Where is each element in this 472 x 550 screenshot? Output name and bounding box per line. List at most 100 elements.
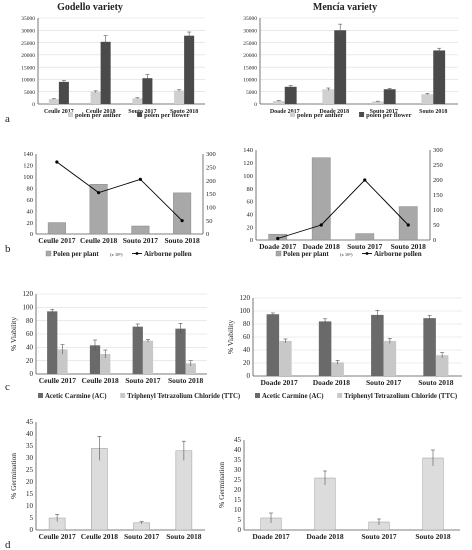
b-right-left-ytick-label: 100 [243, 173, 253, 180]
b-right-left-ytick-label: 40 [247, 211, 254, 218]
a-left-ytick-label: 20000 [21, 53, 35, 59]
b-left-left-ytick-label: 100 [23, 174, 33, 181]
c-right-bar-triphenyl [435, 355, 449, 376]
d-left-ytick-label: 40 [26, 430, 34, 438]
d-left-category-label: Ceulle 2017 [38, 532, 76, 541]
c-right-ytick-label: 0 [247, 372, 251, 380]
b-left-legend-label: Airborne pollen [144, 250, 192, 258]
a-right-bar-polen [322, 89, 335, 104]
a-right-ytick-label: 5000 [246, 90, 257, 96]
b-right-airborne-pollen-line [277, 179, 409, 239]
a-left-bar-polen [48, 99, 59, 104]
c-right-bar-triphenyl [383, 340, 397, 376]
a-right-bar-polen [371, 101, 384, 104]
a-right-ytick-label: 35000 [243, 16, 257, 22]
chart-pollen-production-godello: 0 5000 10000 15000 20000 25000 30000 35000 Ceull… [21, 16, 205, 119]
c-left-bar-acetic [175, 328, 186, 374]
c-right-category-label: Souto 2017 [366, 378, 401, 387]
c-right-ytick-label: 120 [240, 294, 251, 302]
b-left-airborne-pollen-point [55, 160, 59, 164]
b-left-bar-pollen-per-plant [131, 225, 150, 235]
b-right-left-ytick-label: 80 [247, 186, 254, 193]
b-right-left-ytick-label: 60 [247, 199, 254, 206]
c-right-bar-triphenyl [331, 362, 344, 376]
panel-label-b: b [5, 243, 11, 255]
d-left-ytick-label: 5 [30, 514, 34, 522]
d-left-ytick-label: 20 [26, 478, 34, 486]
c-left-bar-triphenyl [57, 349, 68, 374]
b-left-legend-swatch [45, 250, 52, 257]
c-right-ytick-label: 40 [243, 346, 251, 354]
b-left-right-ytick-label: 50 [206, 218, 213, 225]
c-left-legend-swatch [38, 393, 43, 398]
b-right-bar-pollen-per-plant [355, 233, 375, 241]
c-right-ytick-label: 100 [240, 307, 251, 315]
d-right-bar-value [422, 457, 444, 531]
b-right-airborne-pollen-point [406, 223, 410, 227]
b-left-right-ytick-label: 300 [206, 151, 216, 158]
b-left-legend-unit: (x 10⁶) [110, 252, 123, 257]
b-right-legend-swatch [275, 250, 282, 257]
a-right-bar-polen [383, 89, 396, 104]
c-left-bar-acetic [47, 311, 58, 374]
d-left-ytick-label: 10 [26, 502, 34, 510]
a-left-bar-polen [100, 41, 111, 104]
c-left-ytick-label: 40 [26, 344, 34, 352]
c-left-ytick-label: 60 [26, 330, 34, 338]
b-right-right-ytick-label: 150 [433, 192, 443, 199]
d-right-category-label: Doade 2018 [306, 532, 344, 541]
c-left-legend-label: Triphenyl Tetrazolium Chloride (TTC) [127, 393, 240, 400]
b-left-left-ytick-label: 0 [30, 231, 33, 238]
c-right-ytick-label: 80 [243, 320, 251, 328]
b-right-left-ytick-label: 20 [247, 224, 254, 231]
a-left-ytick-label: 5000 [24, 90, 35, 96]
d-left-y-axis-label: % Germination [9, 453, 18, 499]
a-left-ytick-label: 25000 [21, 41, 35, 47]
a-left-category-label: Ceulle 2017 [44, 109, 74, 115]
chart-germination-godello: 0 5 10 15 20 25 30 35 40 45 Ceulle 2017 Ceulle 2018… [9, 418, 205, 541]
c-right-bar-acetic [318, 321, 332, 376]
b-left-left-ytick-label: 140 [23, 151, 33, 158]
b-left-airborne-pollen-point [97, 191, 101, 195]
c-right-legend-label: Acetic Carmine (AC) [262, 393, 324, 400]
b-right-legend-label: Polen per plant [283, 250, 329, 258]
d-right-category-label: Souto 2018 [415, 532, 450, 541]
d-left-category-label: Ceulle 2018 [81, 532, 119, 541]
b-left-legend-label: Polen per plant [53, 250, 99, 258]
a-right-category-label: Souto 2017 [370, 109, 398, 115]
d-left-bar-value [175, 450, 193, 531]
d-right-ytick-label: 15 [234, 496, 242, 504]
a-left-legend-swatch [137, 112, 143, 117]
b-left-right-ytick-label: 150 [206, 191, 216, 198]
a-left-legend-label: polen per anther [75, 112, 121, 119]
b-left-airborne-pollen-point [180, 219, 184, 223]
b-left-category-label: Ceulle 2018 [80, 236, 118, 245]
d-right-ytick-label: 30 [234, 466, 242, 474]
b-left-right-ytick-label: 250 [206, 165, 216, 172]
a-left-category-label: Ceulle 2018 [86, 109, 116, 115]
c-left-bar-acetic [89, 345, 101, 374]
b-right-left-ytick-label: 140 [243, 147, 253, 154]
panel-label-a: a [5, 113, 10, 125]
b-left-bar-pollen-per-plant [89, 184, 108, 235]
b-left-airborne-pollen-line [56, 161, 183, 221]
d-left-ytick-label: 0 [30, 526, 34, 534]
c-right-legend-swatch [337, 393, 343, 398]
b-left-category-label: Souto 2018 [165, 236, 200, 245]
a-left-ytick-label: 0 [32, 102, 35, 108]
b-right-right-ytick-label: 250 [433, 162, 443, 169]
b-left-right-ytick-label: 0 [206, 231, 209, 238]
chart-viability-mencia: 0 20 40 60 80 100 120 Doade 2017 Doade 2018 Souto… [226, 294, 462, 400]
d-right-ytick-label: 45 [234, 436, 242, 444]
d-right-ytick-label: 25 [234, 476, 242, 484]
a-left-ytick-label: 10000 [21, 78, 35, 84]
a-right-bar-polen [421, 94, 434, 104]
a-left-bar-polen [184, 35, 195, 104]
b-left-category-label: Souto 2017 [123, 236, 158, 245]
c-right-bar-acetic [371, 314, 384, 376]
c-right-category-label: Doade 2018 [313, 378, 351, 387]
b-left-right-ytick-label: 200 [206, 178, 216, 185]
b-left-airborne-pollen-point [138, 177, 142, 181]
d-right-ytick-label: 40 [234, 446, 242, 454]
b-right-legend-label: Airborne pollen [374, 250, 422, 258]
